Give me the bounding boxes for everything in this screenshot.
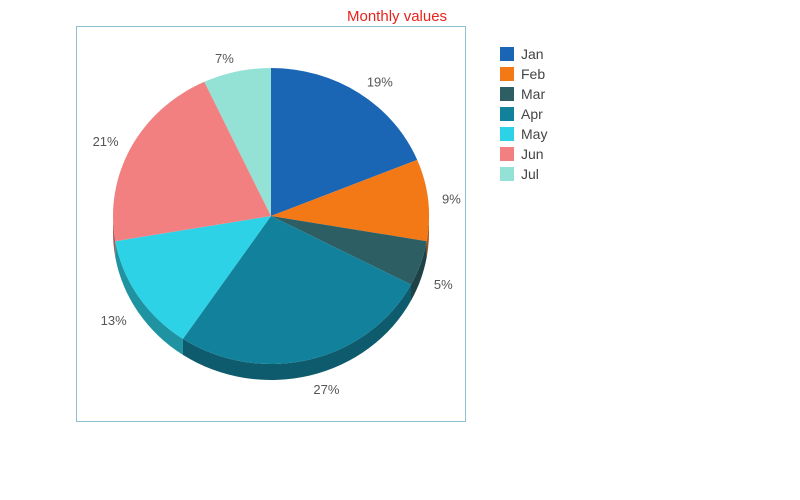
legend-label: Jul [521, 166, 539, 182]
chart-title: Monthly values [347, 8, 448, 25]
legend-item-jan[interactable]: Jan [500, 44, 547, 64]
legend-label: May [521, 126, 548, 142]
legend-swatch [500, 87, 514, 101]
legend-swatch [500, 67, 514, 81]
legend-item-may[interactable]: May [500, 124, 547, 144]
legend-swatch [500, 47, 514, 61]
legend-item-jul[interactable]: Jul [500, 164, 547, 184]
legend-label: Feb [521, 66, 546, 82]
pie-slice-feb[interactable] [271, 159, 429, 242]
pie-slice-apr[interactable] [182, 216, 411, 365]
slice-label-may: 13% [101, 313, 127, 328]
slice-label-feb: 9% [442, 191, 461, 206]
slice-label-apr: 27% [313, 382, 339, 397]
legend-label: Jun [521, 146, 544, 162]
legend-label: Apr [521, 106, 543, 122]
pie-slice-may[interactable] [115, 216, 271, 339]
legend-item-feb[interactable]: Feb [500, 64, 547, 84]
pie-slice-jun[interactable] [113, 81, 271, 242]
plot-area-frame [76, 26, 466, 422]
legend-label: Jan [521, 46, 544, 62]
pie-slice-side-jun [113, 216, 116, 258]
slice-label-jan: 19% [367, 74, 393, 89]
slice-label-jun: 21% [93, 134, 119, 149]
pie-slice-side-feb [426, 216, 429, 258]
slice-label-mar: 5% [434, 277, 453, 292]
legend-swatch [500, 127, 514, 141]
pie-slice-side-may [115, 241, 183, 355]
legend-item-mar[interactable]: Mar [500, 84, 547, 104]
slice-label-jul: 7% [215, 51, 234, 66]
pie-slice-mar[interactable] [271, 216, 427, 285]
pie-slice-side-apr [182, 284, 411, 380]
pie-slice-jan[interactable] [271, 68, 418, 216]
pie-slice-jul[interactable] [204, 68, 271, 216]
legend-item-jun[interactable]: Jun [500, 144, 547, 164]
chart-legend: Jan Feb Mar Apr May Jun Jul [500, 44, 547, 184]
legend-swatch [500, 147, 514, 161]
legend-label: Mar [521, 86, 546, 102]
legend-swatch [500, 107, 514, 121]
legend-item-apr[interactable]: Apr [500, 104, 547, 124]
legend-swatch [500, 167, 514, 181]
pie-slice-side-mar [410, 241, 427, 301]
